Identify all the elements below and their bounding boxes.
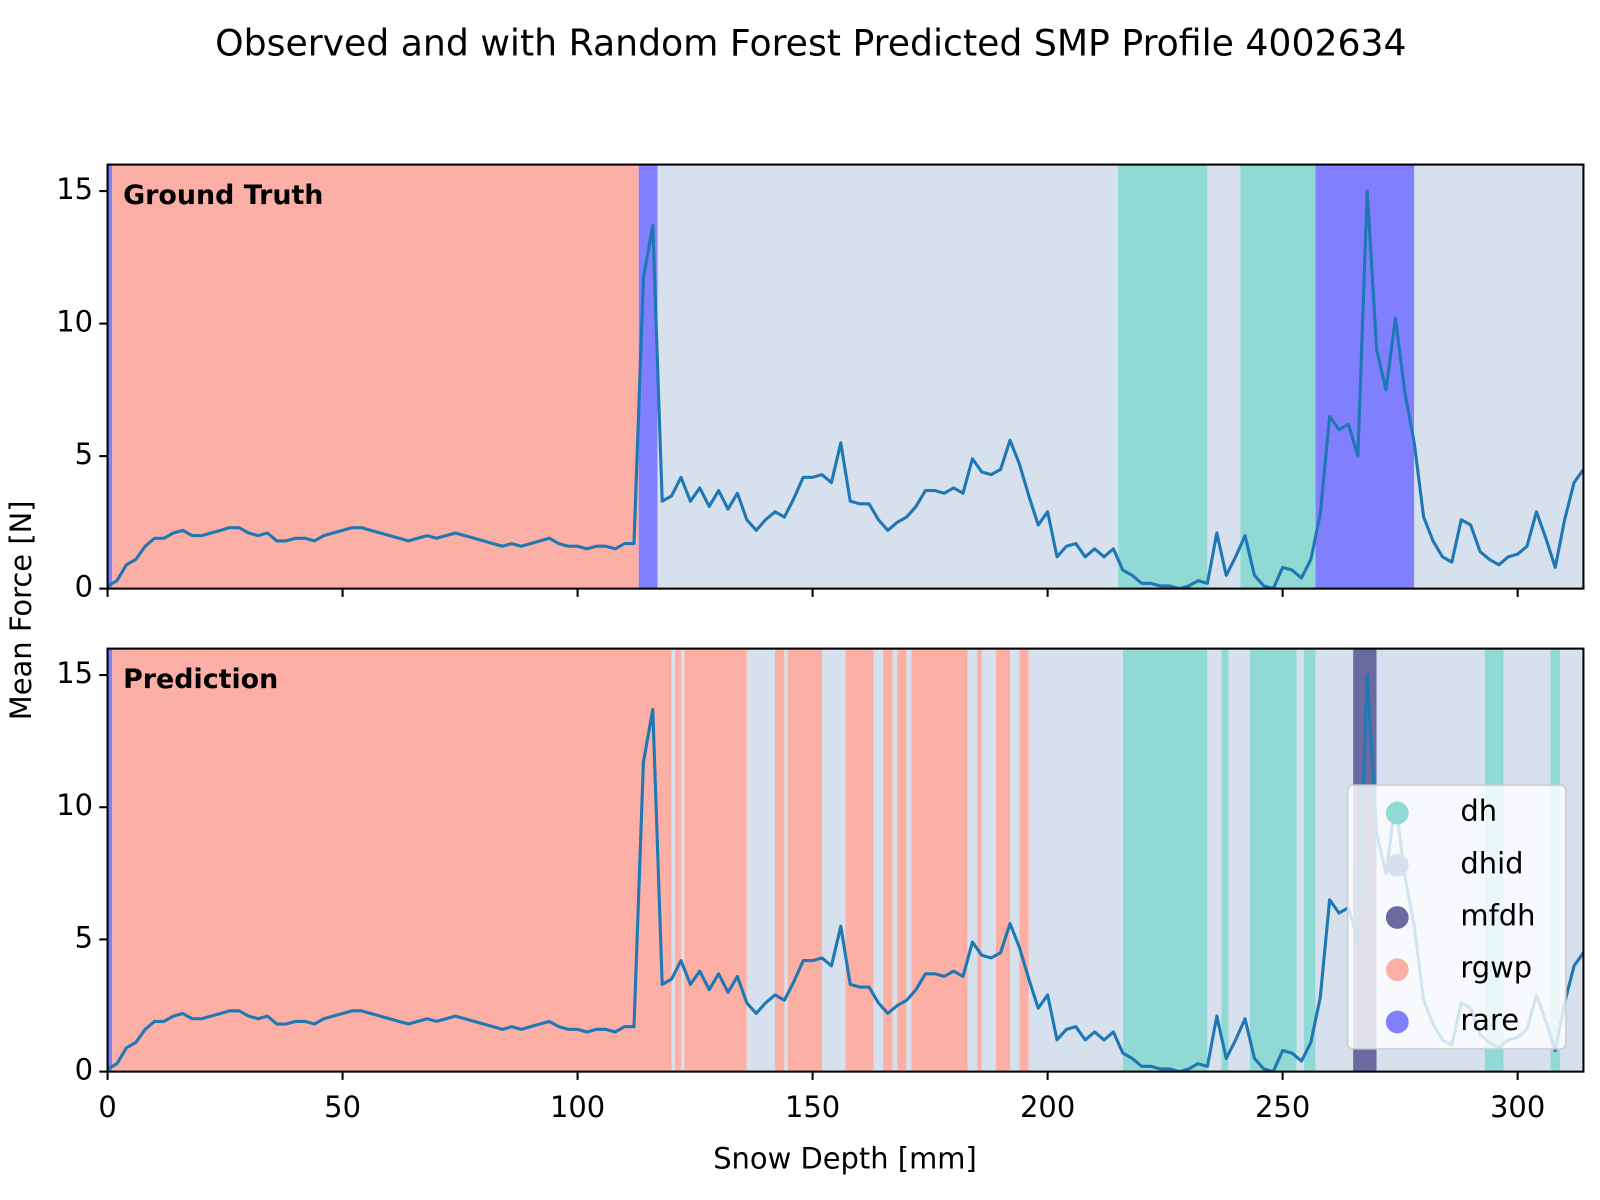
class-span [1010,648,1020,1072]
legend-label: dhid [1460,846,1523,880]
class-span [873,648,884,1072]
class-span [967,648,978,1072]
class-span [1414,164,1584,589]
class-span [674,648,681,1072]
legend-marker [1385,958,1409,982]
legend-marker [1385,1010,1409,1034]
legend-marker [1385,906,1409,929]
y-tick-label: 5 [75,437,93,471]
class-span [883,648,893,1072]
class-span [107,164,113,589]
y-tick-label: 15 [56,656,93,690]
axes-frame [106,647,1585,1073]
legend-marker [1385,801,1409,825]
class-span [112,648,672,1072]
class-span [1122,648,1208,1072]
plot-area [107,164,1584,589]
axes-frame [106,163,1585,590]
plot-area [107,648,1584,1072]
y-tick-label: 0 [75,1053,93,1087]
class-span [995,648,1011,1072]
class-span [977,648,982,1072]
class-span [1207,164,1241,589]
legend-label: mfdh [1460,899,1535,933]
legend-label: rare [1460,1003,1519,1037]
class-span [746,648,776,1072]
panel-annotation: Ground Truth [123,180,323,211]
class-span [822,648,846,1072]
force-line [107,673,1584,1072]
x-tick-label: 0 [98,1090,116,1124]
class-span [684,648,747,1072]
class-span [981,648,996,1072]
class-span [775,648,785,1072]
class-span [638,164,658,589]
legend-label: rgwp [1460,951,1532,985]
class-span [680,648,685,1072]
x-tick-label: 200 [1020,1090,1075,1124]
class-span [1028,648,1123,1072]
class-span [1228,648,1250,1072]
x-axis-label: Snow Depth [mm] [713,1142,977,1176]
legend-box [1346,784,1567,1050]
figure-title: Observed and with Random Forest Predicte… [215,22,1406,65]
legend-label: dh [1460,794,1497,828]
class-span [892,648,898,1072]
class-span [1207,648,1222,1072]
class-span [112,164,639,589]
x-tick-label: 250 [1255,1090,1310,1124]
class-span [107,648,113,1072]
class-span [784,648,788,1072]
y-tick-label: 10 [56,788,93,822]
class-span [845,648,874,1072]
class-span [1249,648,1297,1072]
force-line [107,189,1584,589]
y-tick-label: 5 [75,920,93,954]
x-tick-label: 50 [324,1090,361,1124]
y-axis-label: Mean Force [N] [4,500,38,720]
class-span [1221,648,1229,1072]
x-tick-label: 150 [785,1090,840,1124]
class-span [911,648,968,1072]
class-span [787,648,823,1072]
y-tick-label: 0 [75,570,93,604]
x-tick-label: 300 [1490,1090,1545,1124]
y-tick-label: 15 [56,172,93,206]
legend-marker [1385,853,1409,877]
class-span [906,648,912,1072]
class-span [1296,648,1304,1072]
class-span [1019,648,1029,1072]
class-span [1118,164,1208,589]
class-span [897,648,907,1072]
class-span [671,648,675,1072]
class-span [1240,164,1316,589]
x-tick-label: 100 [550,1090,605,1124]
class-span [1303,648,1316,1072]
panel-annotation: Prediction [123,664,278,695]
y-tick-label: 10 [56,305,93,339]
